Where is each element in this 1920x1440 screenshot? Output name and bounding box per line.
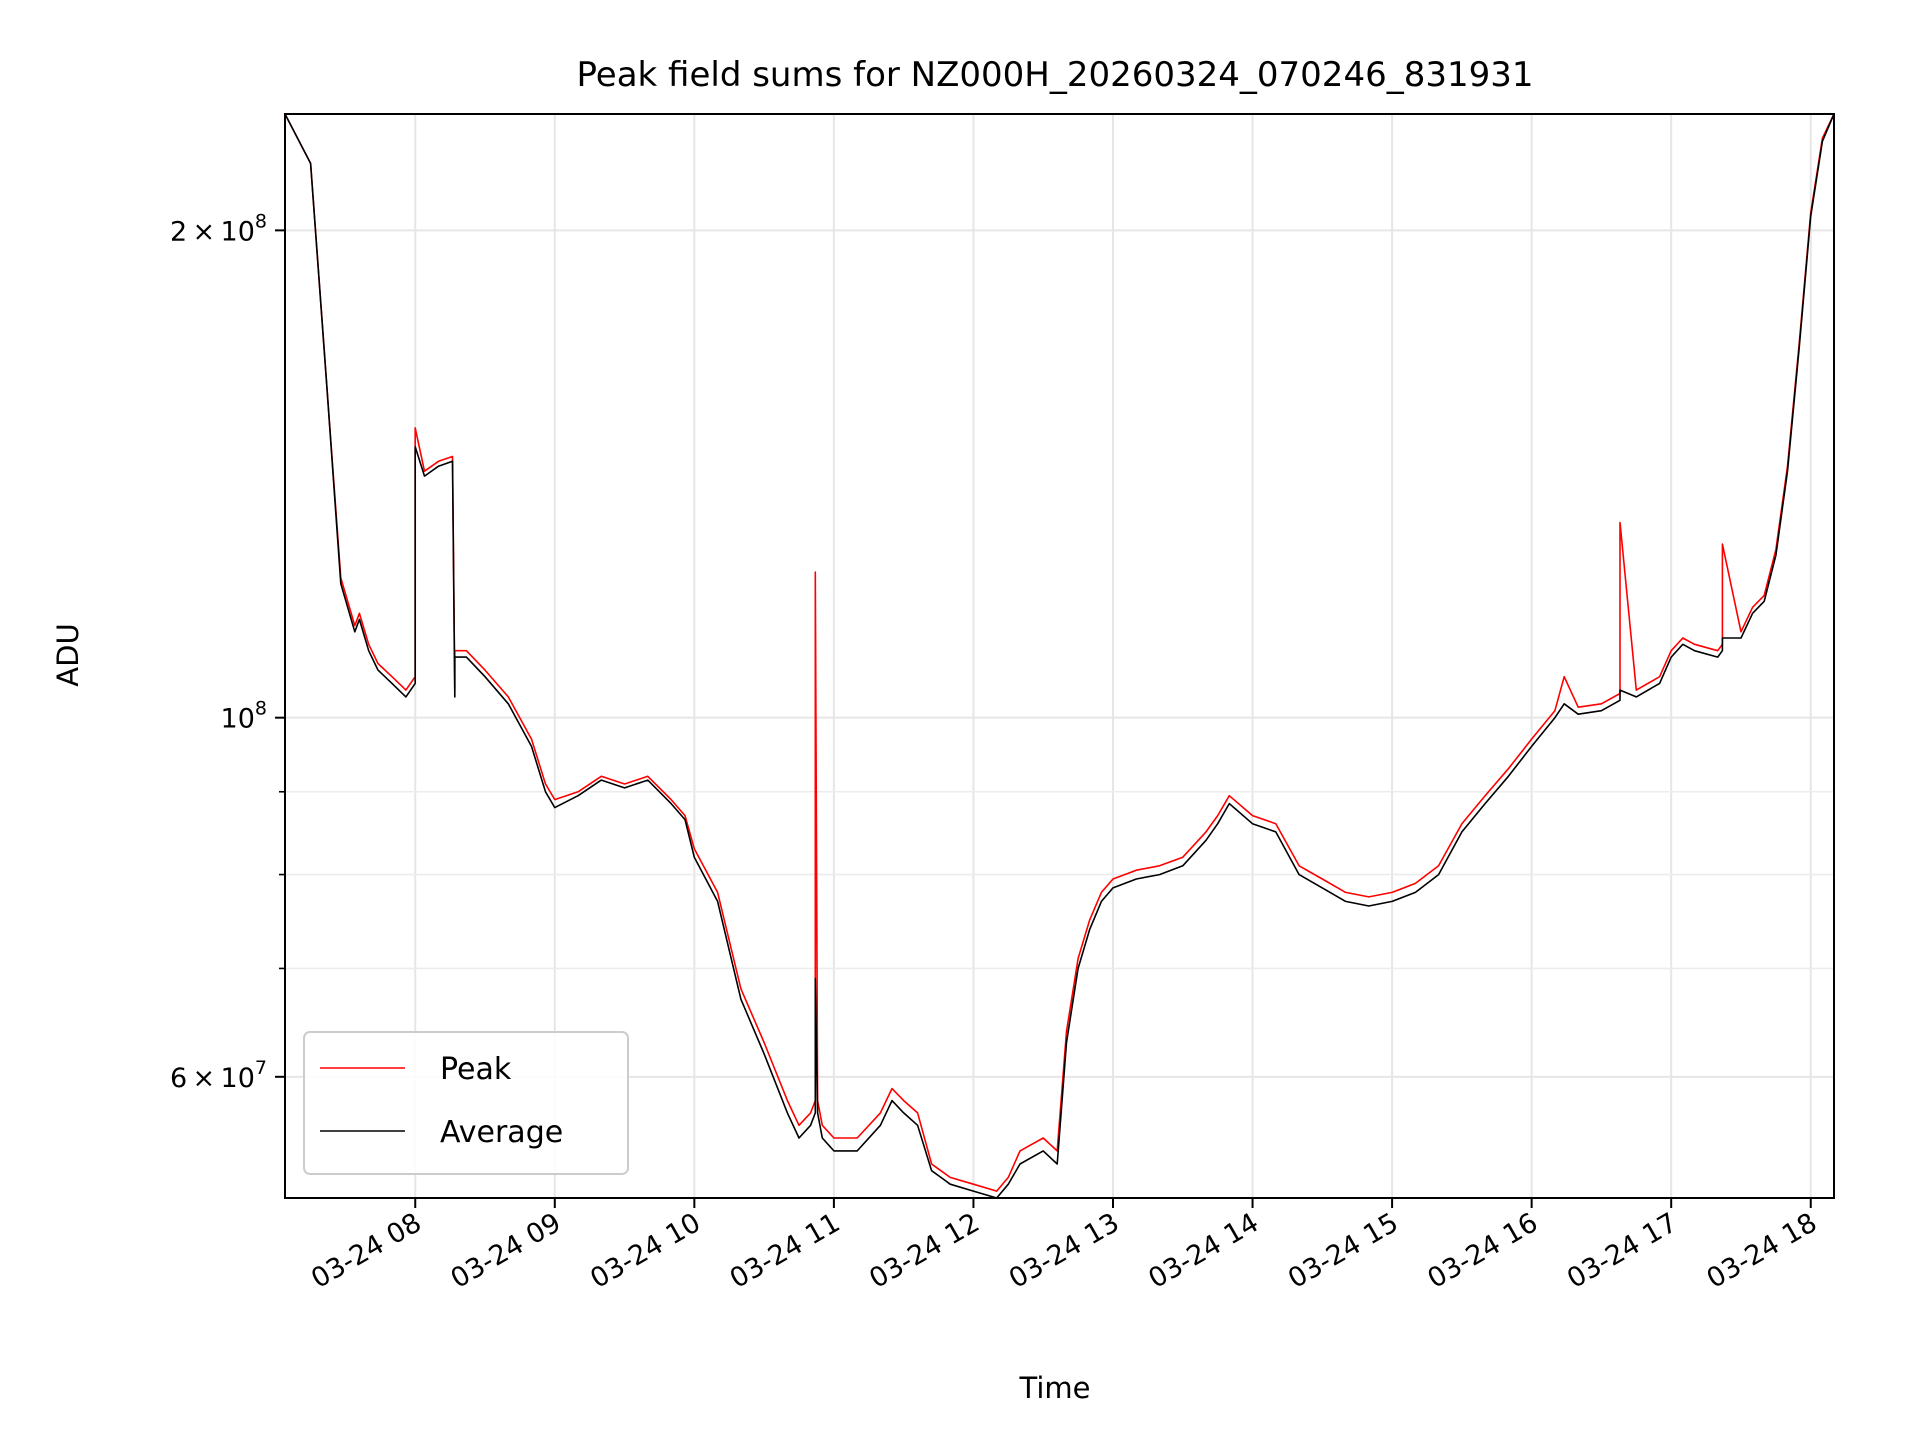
y-axis-title: ADU bbox=[51, 623, 85, 686]
y-axis: 2 × 108 108 6 × 107 bbox=[170, 210, 285, 1094]
y-tick-label: 6 × 107 bbox=[170, 1057, 267, 1094]
legend: Peak Average bbox=[303, 1031, 629, 1175]
series-line-peak bbox=[284, 113, 1835, 1192]
legend-label-average: Average bbox=[440, 1115, 563, 1150]
plot-area-frame bbox=[284, 113, 1835, 1199]
series-lines bbox=[284, 113, 1835, 1199]
legend-label-peak: Peak bbox=[440, 1052, 512, 1087]
x-axis-title: Time bbox=[1019, 1371, 1091, 1405]
y-tick-label: 108 bbox=[221, 698, 267, 735]
y-tick-label: 2 × 108 bbox=[170, 210, 267, 247]
series-line-average bbox=[284, 113, 1835, 1199]
chart-title: Peak field sums for NZ000H_20260324_0702… bbox=[577, 55, 1534, 95]
